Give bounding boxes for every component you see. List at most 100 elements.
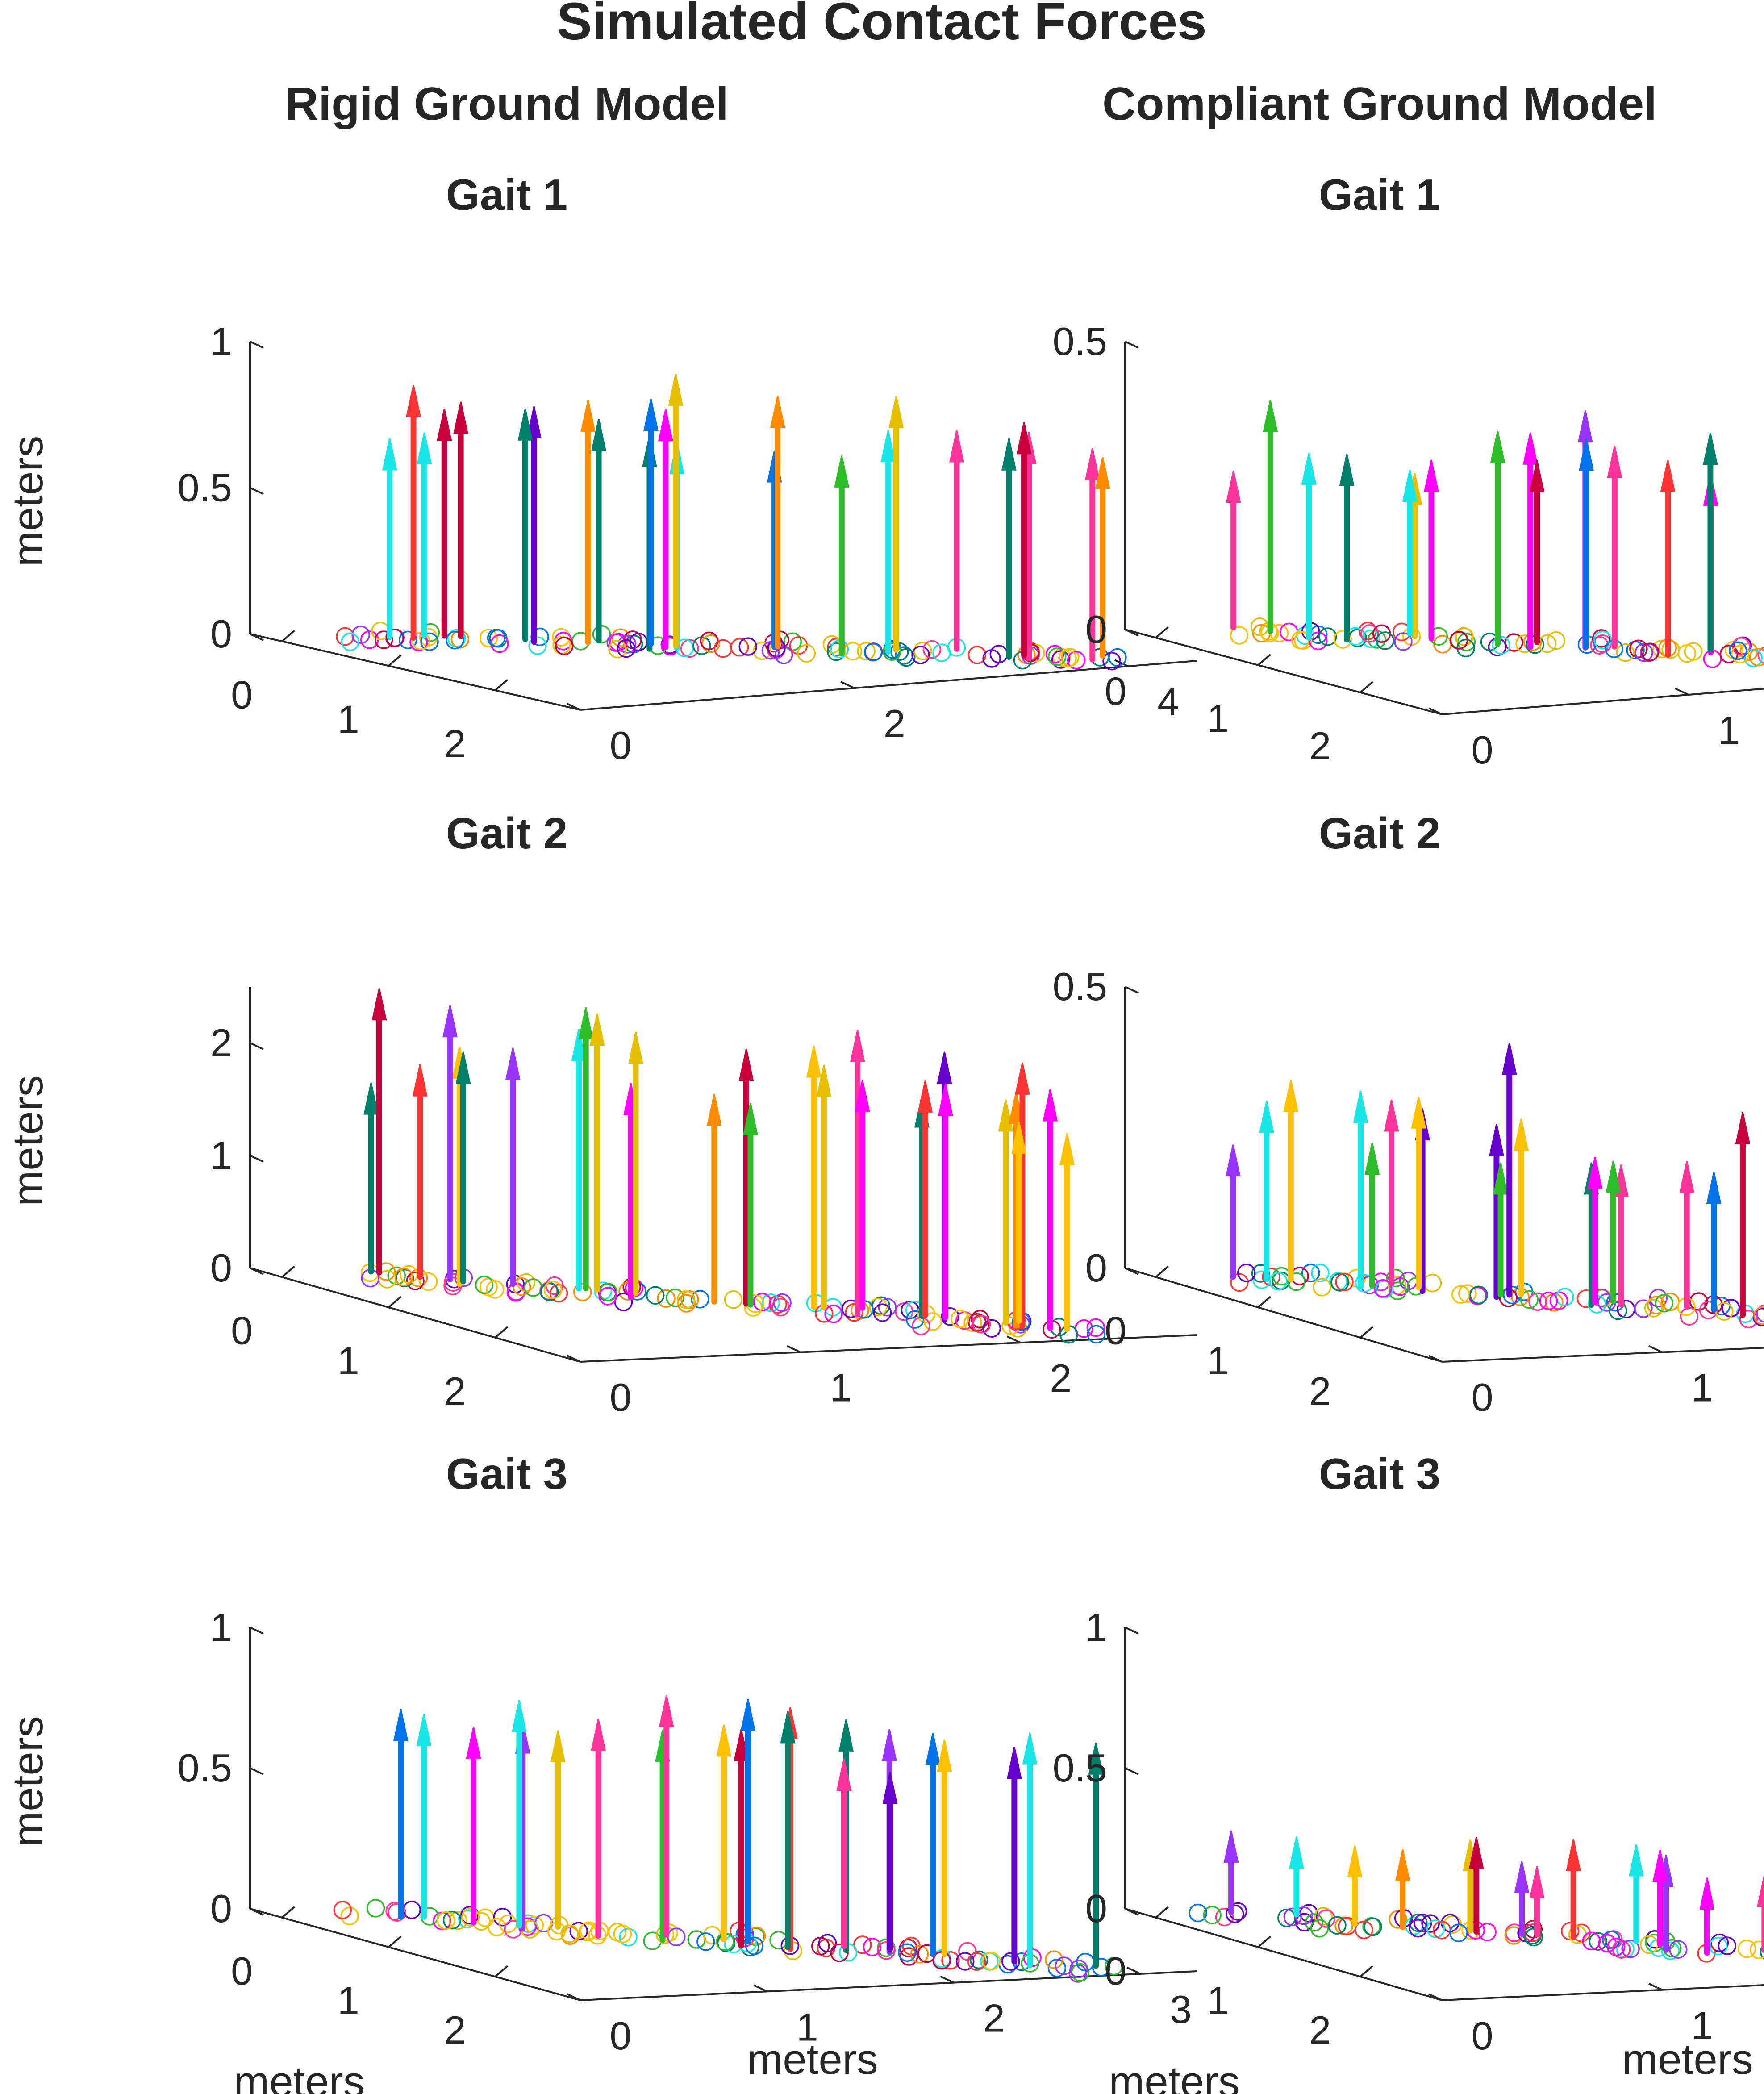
contact-marker (493, 1907, 512, 1927)
force-arrow-head (1364, 1143, 1380, 1175)
contact-marker (771, 1298, 790, 1317)
contact-marker (1455, 627, 1474, 646)
z-tick-label: 1 (210, 1133, 232, 1177)
z-tick (250, 1627, 264, 1635)
contact-marker (761, 1293, 780, 1312)
contact-marker (761, 641, 780, 660)
contact-marker (1458, 1284, 1477, 1303)
z-axis-label: meters (4, 1075, 52, 1206)
contact-marker (1189, 1903, 1207, 1923)
contact-marker (1287, 1272, 1306, 1291)
contact-marker (419, 1272, 438, 1291)
force-arrow-head (1011, 1122, 1027, 1154)
z-tick-label: 1 (210, 1605, 232, 1649)
contact-marker (1621, 1940, 1640, 1958)
contact-marker (745, 1936, 764, 1955)
y-axis-line (1442, 1984, 1764, 2001)
contact-marker (1001, 1952, 1020, 1971)
contact-marker (1592, 629, 1611, 648)
contact-marker (1449, 1923, 1468, 1942)
contact-marker (540, 1282, 559, 1301)
force-arrow-head (949, 430, 964, 463)
contact-marker (1047, 1959, 1067, 1977)
y-tick (787, 1345, 801, 1353)
force-arrow-head (526, 406, 542, 439)
x-tick-label: 0 (1105, 1308, 1126, 1352)
y-tick (1675, 688, 1689, 696)
force-arrow-head (1263, 400, 1278, 432)
z-tick (250, 1767, 264, 1775)
force-arrow-head (1587, 1157, 1603, 1189)
contact-marker (898, 1943, 917, 1962)
force-arrow-head (1402, 470, 1418, 502)
contact-marker (598, 1287, 617, 1306)
contact-marker (1283, 1907, 1302, 1927)
contact-marker (1373, 1279, 1393, 1298)
z-tick-label: 0 (1085, 607, 1107, 651)
x-axis-line (250, 1267, 581, 1363)
force-arrow-head (1424, 459, 1439, 492)
contact-marker (1629, 639, 1648, 659)
force-arrow-head (1757, 1875, 1764, 1907)
contact-marker (341, 632, 360, 651)
x-tick (1359, 1965, 1374, 1977)
contact-marker (676, 1290, 696, 1309)
force-arrow-head (1223, 1831, 1239, 1863)
force-arrow-head (550, 1730, 566, 1763)
force-arrow-head (1095, 457, 1110, 489)
contact-marker (1329, 1272, 1348, 1291)
z-tick (1125, 629, 1139, 637)
y-tick-label: 0 (610, 723, 632, 768)
force-arrow-head (937, 1739, 952, 1772)
contact-marker (608, 639, 627, 659)
contact-marker (905, 1310, 925, 1329)
contact-marker (1318, 627, 1337, 646)
contact-marker (388, 1903, 406, 1922)
force-arrow-head (882, 1729, 897, 1761)
contact-marker (1293, 631, 1313, 650)
force-arrow-head (917, 1080, 933, 1113)
contact-marker (797, 644, 816, 663)
x-axis-label: meters (234, 2058, 364, 2094)
force-arrow-head (882, 1772, 898, 1804)
contact-marker (1644, 1299, 1663, 1318)
y-tick-label: 2 (983, 1996, 1005, 2040)
y-tick-label: 1 (1718, 708, 1740, 752)
y-tick (940, 1975, 955, 1984)
contact-marker (406, 1272, 425, 1290)
contact-marker (950, 1310, 969, 1328)
force-arrow-head (1735, 1112, 1751, 1144)
contact-marker (1376, 631, 1395, 650)
x-axis-label: meters (1109, 2058, 1239, 2094)
contact-marker (1386, 1268, 1405, 1288)
contact-marker (1699, 1301, 1718, 1320)
force-arrow-head (1529, 1866, 1545, 1898)
x-tick (494, 1965, 509, 1977)
contact-marker (923, 1312, 942, 1331)
contact-marker (1414, 1914, 1432, 1932)
x-tick (281, 630, 295, 642)
contact-marker (1753, 1306, 1764, 1325)
contact-marker (1087, 1325, 1106, 1344)
contact-marker (1718, 1936, 1737, 1955)
x-tick-label: 1 (1207, 697, 1229, 741)
contact-marker (824, 1304, 843, 1323)
z-tick (1125, 341, 1139, 349)
contact-marker (1215, 1908, 1234, 1927)
contact-marker (333, 1901, 352, 1919)
x-tick (281, 1906, 295, 1919)
y-tick (567, 1355, 581, 1363)
contact-marker (549, 1284, 568, 1303)
z-tick-label: 0 (1085, 1886, 1107, 1931)
z-tick (250, 1908, 264, 1916)
y-tick-label: 0 (1472, 728, 1493, 772)
y-tick (753, 1984, 768, 1993)
force-arrow-head (855, 1080, 870, 1112)
contact-marker (386, 628, 405, 647)
x-tick (281, 1265, 295, 1278)
contact-marker (1105, 1956, 1123, 1976)
force-arrow-head (437, 409, 452, 441)
contact-marker (873, 1303, 892, 1322)
